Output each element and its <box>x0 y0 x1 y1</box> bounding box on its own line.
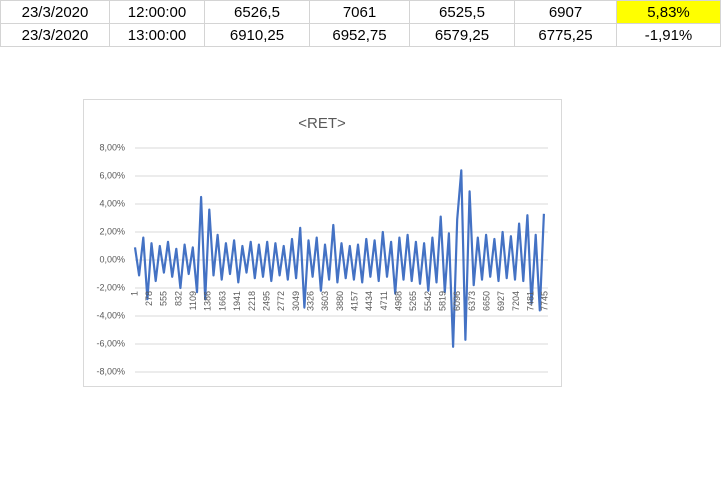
y-tick-label: 2,00% <box>99 226 125 236</box>
table-cell[interactable]: 13:00:00 <box>109 23 205 47</box>
x-tick-label: 3880 <box>335 291 345 311</box>
y-tick-label: 8,00% <box>99 142 125 152</box>
x-tick-label: 7481 <box>525 291 535 311</box>
table-cell[interactable]: 23/3/2020 <box>0 0 110 24</box>
x-tick-label: 4711 <box>379 291 389 310</box>
x-tick-label: 832 <box>173 291 183 306</box>
x-tick-label: 1386 <box>203 291 213 311</box>
y-tick-label: 4,00% <box>99 198 125 208</box>
y-tick-label: -4,00% <box>96 310 125 320</box>
y-tick-label: -6,00% <box>96 338 125 348</box>
table-cell[interactable]: 6907 <box>514 0 617 24</box>
x-tick-label: 2495 <box>261 291 271 311</box>
chart: <RET> -8,00% -6,00% -4,00% -2,00% 0,00% 2,00%… <box>83 99 562 387</box>
x-tick-label: 4157 <box>349 291 359 311</box>
table-cell[interactable]: 6525,5 <box>409 0 515 24</box>
table-cell[interactable]: 6910,25 <box>204 23 310 47</box>
table-cell[interactable]: 5,83% <box>616 0 721 24</box>
y-tick-label: 0,00% <box>99 254 125 264</box>
x-tick-label: 6373 <box>467 291 477 311</box>
x-tick-label: 1 <box>129 291 139 296</box>
table-cell[interactable]: 6952,75 <box>309 23 410 47</box>
x-tick-label: 3603 <box>320 291 330 311</box>
x-tick-label: 2218 <box>247 291 257 311</box>
x-tick-label: 555 <box>159 291 169 306</box>
x-tick-label: 7204 <box>511 291 521 311</box>
x-tick-label: 5819 <box>437 291 447 311</box>
x-tick-label: 6096 <box>452 291 462 311</box>
x-tick-label: 5542 <box>423 291 433 311</box>
table-row: 23/3/2020 12:00:00 6526,5 7061 6525,5 6907 5,8… <box>0 0 721 24</box>
y-tick-label: -2,00% <box>96 282 125 292</box>
y-tick-label: -8,00% <box>96 366 125 376</box>
table-cell[interactable]: 6775,25 <box>514 23 617 47</box>
table-row: 23/3/2020 13:00:00 6910,25 6952,75 6579,25 67… <box>0 23 721 47</box>
x-tick-label: 6927 <box>496 291 506 311</box>
x-tick-label: 3326 <box>305 291 315 311</box>
x-tick-label: 3049 <box>291 291 301 311</box>
x-tick-label: 1663 <box>217 291 227 311</box>
x-tick-label: 1941 <box>232 291 242 311</box>
series-line <box>133 169 545 348</box>
x-tick-label: 2772 <box>276 291 286 311</box>
table-cell[interactable]: 23/3/2020 <box>0 23 110 47</box>
x-tick-label: 5265 <box>408 291 418 311</box>
table-cell[interactable]: -1,91% <box>616 23 721 47</box>
x-tick-label: 4434 <box>364 291 374 311</box>
x-tick-label: 1109 <box>188 291 198 310</box>
table-cell[interactable]: 6579,25 <box>409 23 515 47</box>
chart-title: <RET> <box>298 115 346 132</box>
x-tick-label: 278 <box>144 291 154 306</box>
x-tick-label: 7745 <box>539 291 549 311</box>
table-cell[interactable]: 7061 <box>309 0 410 24</box>
y-tick-label: 6,00% <box>99 170 125 180</box>
x-tick-label: 6650 <box>481 291 491 311</box>
table-cell[interactable]: 12:00:00 <box>109 0 205 24</box>
chart-border <box>83 99 562 387</box>
x-tick-label: 4988 <box>393 291 403 311</box>
table-cell[interactable]: 6526,5 <box>204 0 310 24</box>
sheet-table: 23/3/2020 12:00:00 6526,5 7061 6525,5 6907 5,8… <box>0 0 721 47</box>
